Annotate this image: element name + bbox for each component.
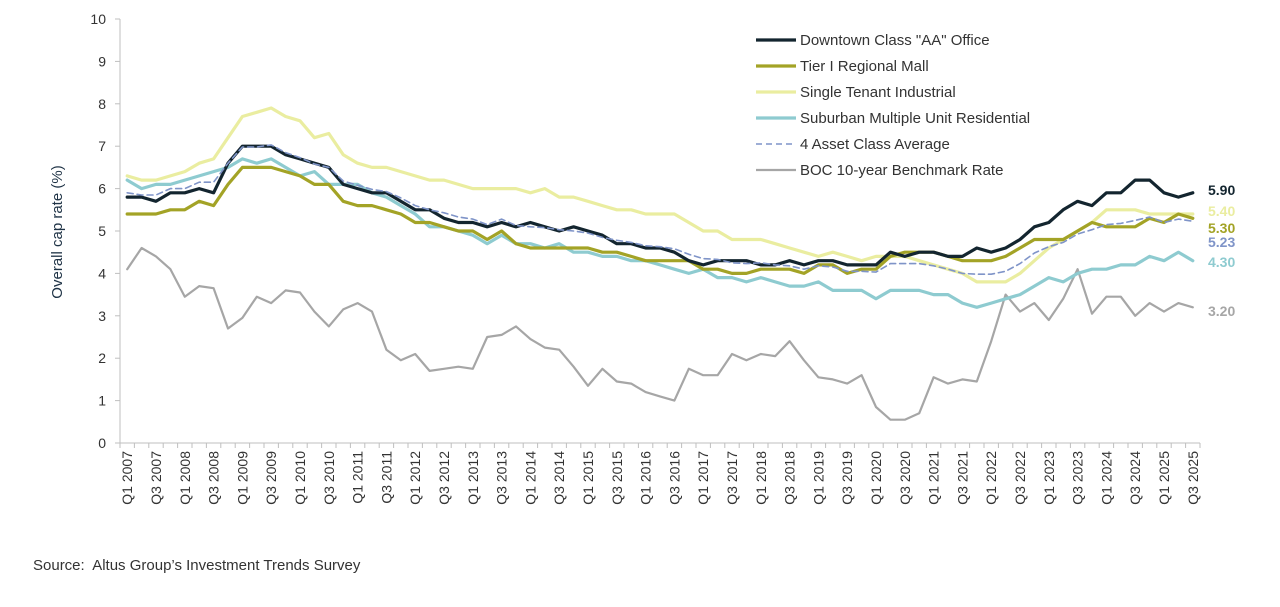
x-tick-label: Q1 2018 — [753, 451, 769, 505]
x-tick-label: Q3 2018 — [782, 451, 798, 505]
x-tick-label: Q1 2016 — [638, 451, 654, 505]
legend-label: 4 Asset Class Average — [800, 136, 950, 153]
series-end-label: 5.30 — [1208, 220, 1235, 236]
x-tick-label: Q1 2014 — [522, 451, 538, 505]
legend-label: Suburban Multiple Unit Residential — [800, 110, 1030, 127]
x-tick-label: Q3 2020 — [897, 451, 913, 505]
x-tick-label: Q3 2014 — [551, 451, 567, 505]
x-axis: Q1 2007 Q3 2007 Q1 2008 Q3 2008 Q1 2009 Q3 20… — [119, 442, 1201, 505]
x-tick-label: Q3 2008 — [206, 451, 222, 505]
x-tick-label: Q3 2023 — [1070, 451, 1086, 505]
series-end-label: 5.90 — [1208, 182, 1235, 198]
x-tick-label: Q1 2012 — [407, 451, 423, 505]
source-note: Source: Altus Group’s Investment Trends … — [33, 557, 361, 574]
y-tick-label: 10 — [90, 11, 106, 27]
x-tick-label: Q1 2020 — [868, 451, 884, 505]
legend: Downtown Class "AA" Office Tier I Regiona… — [756, 32, 1030, 179]
series-end-label: 3.20 — [1208, 303, 1235, 319]
x-tick-label: Q1 2015 — [580, 451, 596, 505]
y-tick-label: 8 — [98, 96, 106, 112]
x-tick-label: Q3 2012 — [436, 451, 452, 505]
y-tick-label: 2 — [98, 350, 106, 366]
x-tick-label: Q1 2017 — [695, 451, 711, 505]
x-tick-label: Q3 2011 — [378, 451, 394, 504]
x-tick-label: Q3 2010 — [321, 451, 337, 505]
legend-label: Single Tenant Industrial — [800, 84, 956, 101]
series-line — [125, 157, 1195, 309]
x-tick-label: Q3 2025 — [1185, 451, 1201, 505]
legend-label: BOC 10-year Benchmark Rate — [800, 162, 1003, 179]
series-end-label: 5.23 — [1208, 234, 1235, 250]
series-line — [125, 106, 1195, 284]
series-lines — [125, 106, 1195, 421]
x-tick-label: Q1 2019 — [810, 451, 826, 505]
x-tick-label: Q1 2011 — [350, 451, 366, 504]
y-tick-label: 4 — [98, 265, 106, 281]
x-tick-label: Q3 2013 — [494, 451, 510, 505]
x-tick-label: Q1 2007 — [119, 451, 135, 505]
series-line — [126, 144, 1194, 276]
x-tick-label: Q1 2025 — [1156, 451, 1172, 505]
x-tick-label: Q1 2008 — [177, 451, 193, 505]
y-axis: 0 1 2 3 4 5 6 7 8 9 10 — [90, 11, 121, 451]
series-end-label: 4.30 — [1208, 254, 1235, 270]
y-tick-label: 7 — [98, 138, 106, 154]
x-tick-label: Q1 2023 — [1041, 451, 1057, 505]
x-tick-label: Q3 2021 — [954, 451, 970, 505]
y-tick-label: 6 — [98, 181, 106, 197]
y-tick-label: 9 — [98, 53, 106, 69]
x-tick-label: Q3 2017 — [724, 451, 740, 505]
y-tick-label: 3 — [98, 308, 106, 324]
x-tick-label: Q3 2007 — [148, 451, 164, 505]
x-tick-label: Q3 2019 — [839, 451, 855, 505]
legend-label: Tier I Regional Mall — [800, 58, 929, 75]
y-tick-label: 1 — [98, 393, 106, 409]
x-tick-label: Q3 2022 — [1012, 451, 1028, 505]
y-tick-label: 0 — [98, 435, 106, 451]
series-line — [125, 165, 1195, 275]
x-tick-label: Q1 2024 — [1098, 451, 1114, 505]
x-tick-label: Q3 2024 — [1127, 451, 1143, 505]
x-tick-label: Q1 2013 — [465, 451, 481, 505]
x-tick-label: Q1 2021 — [926, 451, 942, 505]
x-tick-label: Q3 2009 — [263, 451, 279, 505]
y-tick-label: 5 — [98, 223, 106, 239]
end-labels: 5.90 5.305.40 4.30 5.23 3.20 — [1208, 182, 1235, 319]
x-tick-label: Q1 2022 — [983, 451, 999, 505]
y-axis-title: Overall cap rate (%) — [49, 165, 66, 298]
series-end-label: 5.40 — [1208, 203, 1235, 219]
legend-label: Downtown Class "AA" Office — [800, 32, 990, 49]
x-tick-label: Q1 2009 — [234, 451, 250, 505]
x-tick-label: Q3 2016 — [666, 451, 682, 505]
x-tick-label: Q1 2010 — [292, 451, 308, 505]
series-line — [126, 246, 1194, 421]
x-tick-label: Q3 2015 — [609, 451, 625, 505]
